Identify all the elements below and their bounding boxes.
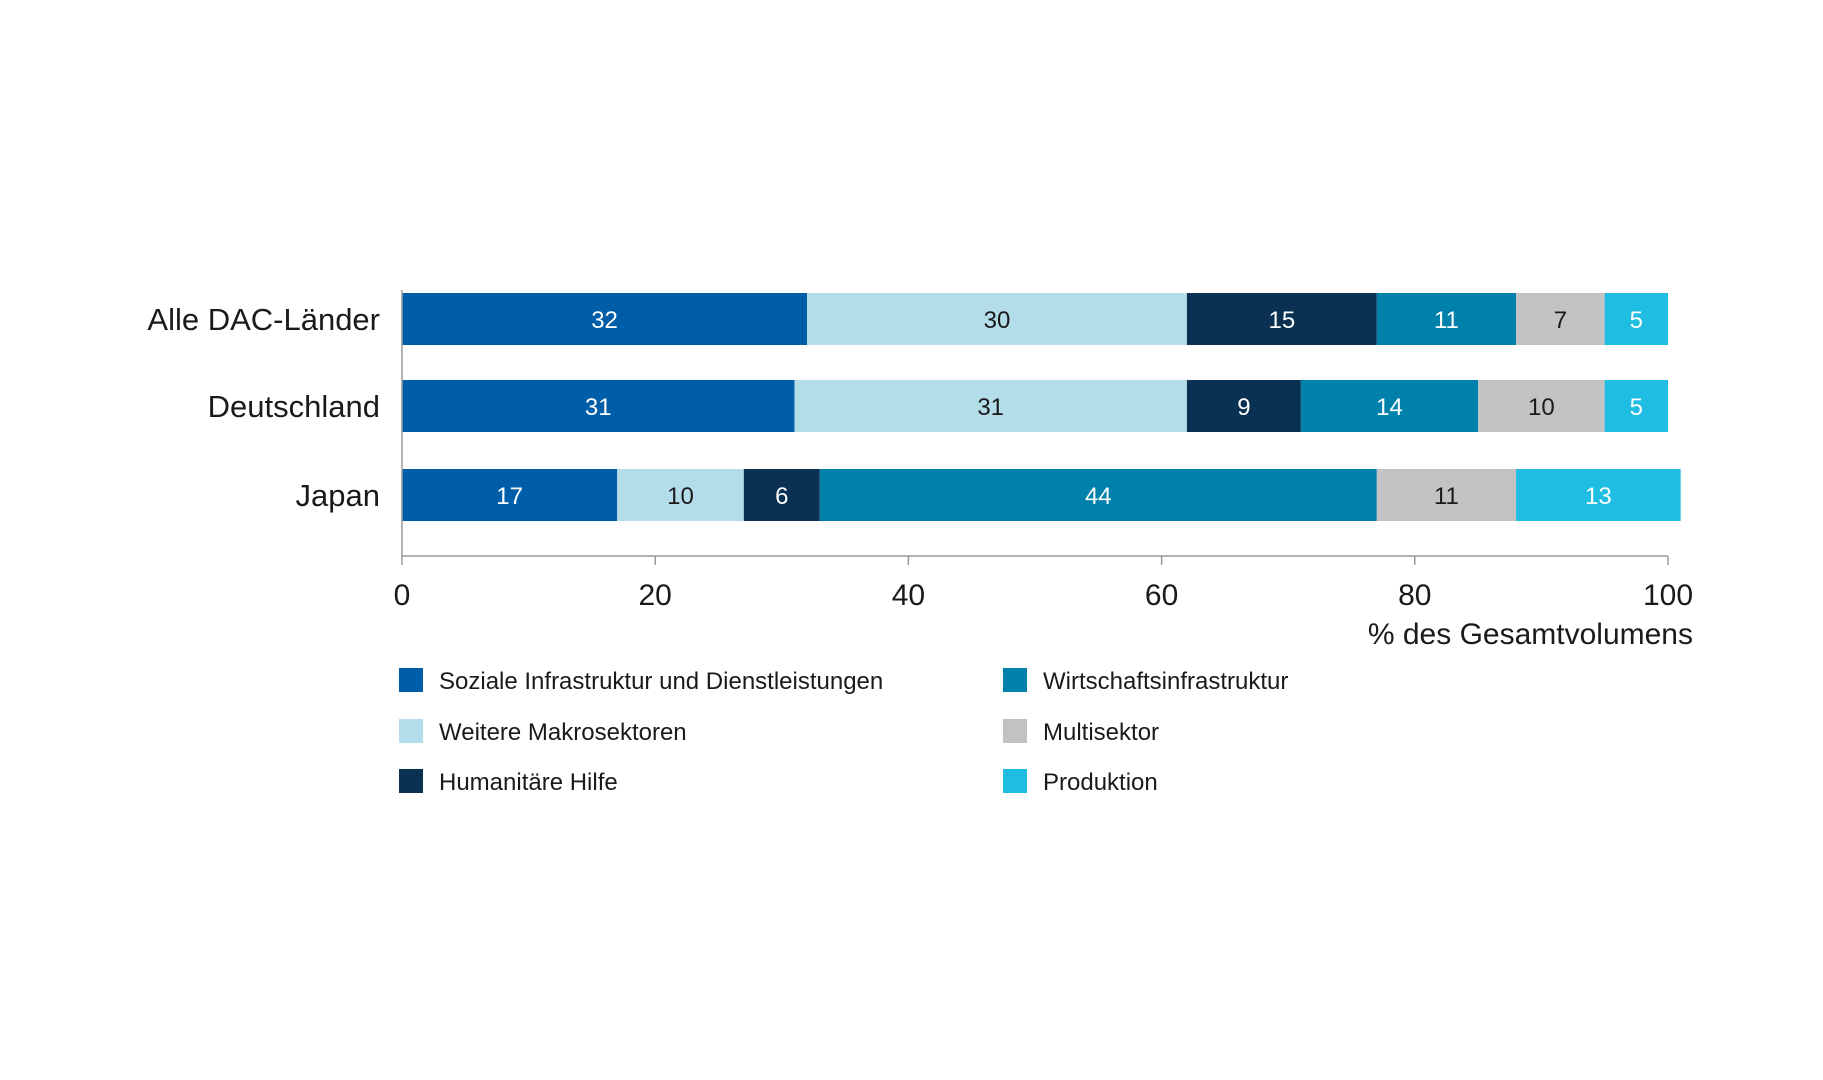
bar-segment — [1516, 469, 1681, 521]
bar-segment — [402, 469, 618, 521]
bars-layer: 32 30 15 11 7 5 31 31 9 14 10 5 17 10 6 44 11 13 — [402, 293, 1681, 521]
bar-segment — [1376, 469, 1517, 521]
data-label: 5 — [1630, 394, 1643, 421]
category-label: Alle DAC-Länder — [147, 302, 380, 337]
data-label: 5 — [1630, 307, 1643, 334]
category-labels: Alle DAC-Länder Deutschland Japan — [147, 302, 380, 513]
bar-segment — [402, 380, 795, 432]
bar-segment — [743, 469, 820, 521]
data-label: 11 — [1434, 307, 1459, 334]
x-tick-label: 40 — [892, 579, 925, 612]
data-label: 10 — [1528, 394, 1555, 421]
bar-segment — [1604, 380, 1668, 432]
legend-label: Produktion — [1043, 769, 1158, 796]
category-label: Japan — [296, 478, 380, 513]
legend-swatch — [399, 719, 423, 743]
legend-label: Multisektor — [1043, 719, 1159, 746]
data-label: 13 — [1585, 483, 1612, 510]
legend-swatch — [399, 769, 423, 793]
bar-segment — [617, 469, 744, 521]
legend-item: Humanitäre Hilfe — [399, 769, 618, 796]
x-tick-label: 60 — [1145, 579, 1178, 612]
bar-segment — [794, 380, 1187, 432]
data-label: 10 — [667, 483, 694, 510]
data-label: 6 — [775, 483, 788, 510]
x-tick-label: 80 — [1398, 579, 1431, 612]
legend-swatch — [1003, 769, 1027, 793]
legend-item: Soziale Infrastruktur und Dienstleistung… — [399, 668, 883, 695]
bar-segment — [819, 469, 1377, 521]
x-axis-title: % des Gesamtvolumens — [1368, 618, 1693, 651]
bar-segment — [1300, 380, 1479, 432]
bar-segment — [1604, 293, 1668, 345]
bar-segment — [1516, 293, 1605, 345]
data-label: 15 — [1269, 307, 1296, 334]
legend-item: Wirtschaftsinfrastruktur — [1003, 668, 1288, 695]
x-axis: 0 20 40 60 80 100 — [394, 290, 1693, 612]
bar-segment — [1478, 380, 1605, 432]
x-tick-label: 20 — [639, 579, 672, 612]
legend-item: Multisektor — [1003, 719, 1159, 746]
category-label: Deutschland — [208, 389, 380, 424]
legend-label: Humanitäre Hilfe — [439, 769, 618, 796]
data-label: 11 — [1434, 483, 1459, 510]
legend-item: Weitere Makrosektoren — [399, 719, 687, 746]
bar-segment — [1186, 380, 1301, 432]
data-label: 44 — [1085, 483, 1112, 510]
data-label: 30 — [984, 307, 1011, 334]
data-label: 31 — [585, 394, 612, 421]
bar-segment — [1186, 293, 1377, 345]
legend-label: Weitere Makrosektoren — [439, 719, 687, 746]
legend-swatch — [399, 668, 423, 692]
data-label: 9 — [1237, 394, 1250, 421]
data-label: 17 — [496, 483, 523, 510]
legend-item: Produktion — [1003, 769, 1158, 796]
bar-segment — [402, 293, 808, 345]
data-label: 32 — [591, 307, 618, 334]
legend-label: Soziale Infrastruktur und Dienstleistung… — [439, 668, 883, 695]
data-label: 31 — [977, 394, 1004, 421]
legend: Soziale Infrastruktur und Dienstleistung… — [399, 668, 1288, 796]
data-label: 7 — [1554, 307, 1567, 334]
bar-segment — [807, 293, 1187, 345]
data-label: 14 — [1376, 394, 1403, 421]
x-tick-label: 0 — [394, 579, 411, 612]
legend-swatch — [1003, 668, 1027, 692]
legend-swatch — [1003, 719, 1027, 743]
legend-label: Wirtschaftsinfrastruktur — [1043, 668, 1288, 695]
bar-segment — [1376, 293, 1517, 345]
x-tick-label: 100 — [1643, 579, 1693, 612]
